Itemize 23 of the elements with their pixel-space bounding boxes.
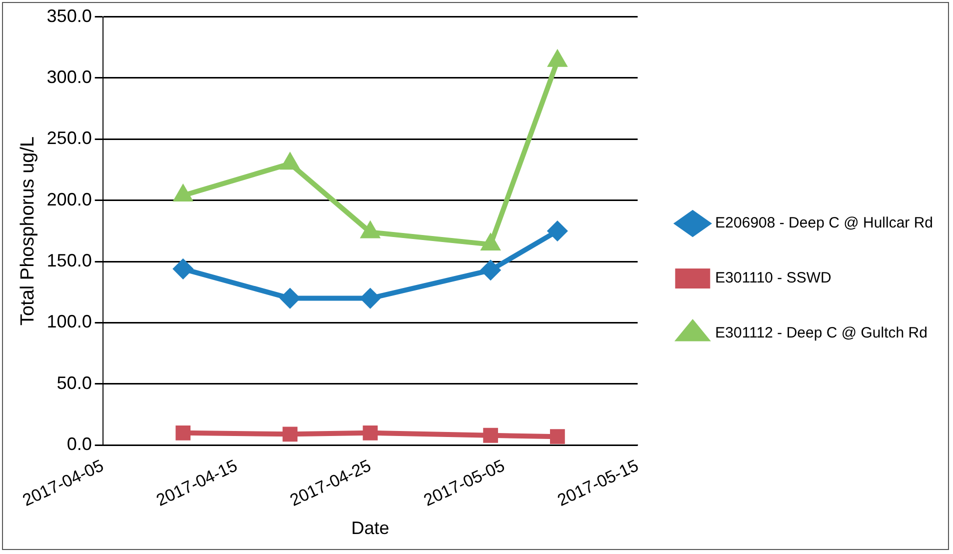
y-tick-label: 0.0 (66, 434, 92, 454)
y-tick-label: 100.0 (46, 312, 92, 332)
point (483, 428, 498, 443)
y-tick-label: 50.0 (56, 372, 92, 393)
y-tick-label: 200.0 (46, 189, 92, 210)
point (174, 259, 193, 278)
point (481, 260, 500, 280)
y-tick-label: 300.0 (46, 66, 92, 87)
point (362, 425, 378, 440)
point (360, 288, 380, 308)
legend-label: E301112 - Deep C @ Gultch Rd (715, 324, 928, 342)
y-axis-title: Total Phosphorus ug/L (18, 136, 39, 326)
point (550, 429, 565, 444)
y-tick-label: 350.0 (46, 6, 92, 26)
x-axis-title: Date (351, 518, 390, 538)
y-tick-label: 250.0 (46, 128, 92, 148)
legend-label: E301110 - SSWD (715, 270, 832, 287)
point (282, 426, 298, 442)
point (548, 221, 567, 240)
y-tick-label: 150.0 (46, 250, 92, 271)
point (176, 425, 191, 440)
point (280, 288, 300, 308)
legend-label: E206908 - Deep C @ Hullcar Rd (715, 214, 934, 232)
